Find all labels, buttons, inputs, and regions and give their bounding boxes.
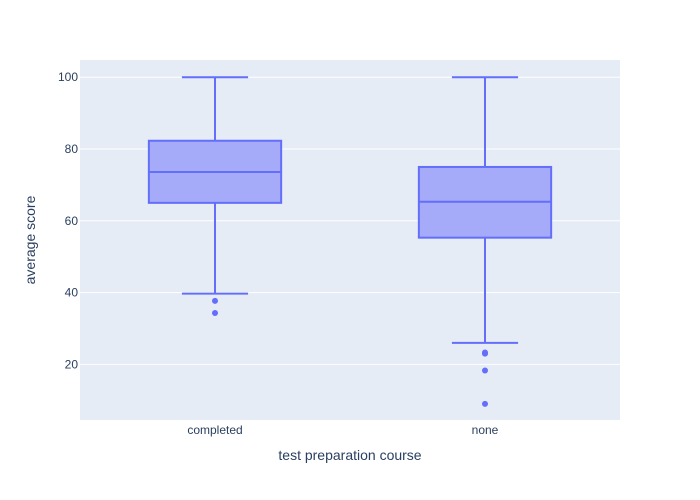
- x-axis-ticks: completed none: [187, 423, 498, 437]
- y-tick-label: 20: [65, 357, 79, 371]
- y-tick-label: 40: [65, 286, 79, 300]
- outlier-point: [212, 297, 218, 304]
- box-series: [147, 76, 553, 407]
- y-tick-label: 100: [58, 70, 78, 84]
- x-tick-label: none: [472, 423, 499, 437]
- x-axis-title: test preparation course: [278, 447, 421, 463]
- y-tick-label: 60: [65, 214, 79, 228]
- outlier-point: [482, 400, 488, 407]
- y-axis-title: average score: [22, 195, 38, 284]
- y-axis-ticks: 20 40 60 80 100: [58, 70, 78, 371]
- x-tick-label: completed: [187, 423, 242, 437]
- outlier-point: [212, 310, 218, 317]
- box-none: [417, 76, 553, 407]
- plot-area: [80, 60, 620, 420]
- outlier-point: [482, 367, 488, 374]
- outlier-point: [482, 350, 488, 357]
- y-tick-label: 80: [65, 142, 79, 156]
- box-completed: [147, 76, 283, 317]
